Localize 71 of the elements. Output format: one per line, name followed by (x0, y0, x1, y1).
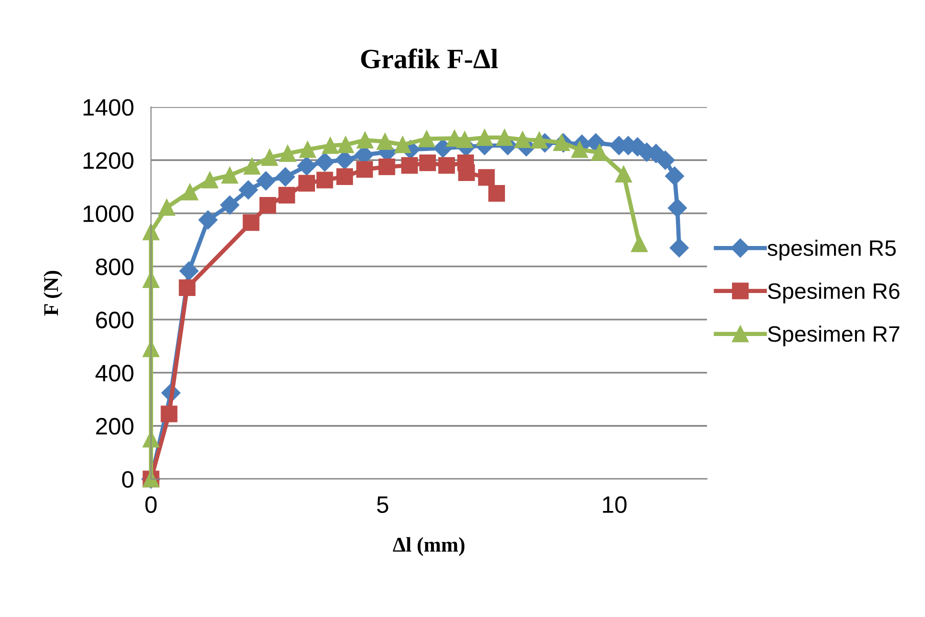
point (322, 137, 339, 154)
point (259, 196, 276, 214)
point (456, 131, 474, 148)
point (530, 132, 548, 149)
point (244, 158, 260, 175)
point (553, 134, 570, 151)
legend-label: Spesimen R6 (768, 282, 900, 304)
point (158, 199, 176, 216)
point (179, 261, 199, 280)
point (242, 214, 260, 231)
point (438, 157, 455, 174)
point (337, 136, 354, 154)
point (665, 166, 684, 186)
point (279, 145, 296, 162)
point (615, 166, 632, 183)
point (298, 174, 316, 192)
point (478, 169, 495, 186)
point (315, 152, 334, 172)
x-tick-label: 5 (377, 496, 388, 514)
y-tick-label: 600 (96, 312, 134, 328)
point (394, 136, 411, 154)
point (198, 210, 218, 230)
x-axis-title: Δl (mm) (392, 537, 464, 556)
point (631, 236, 648, 252)
point (182, 184, 198, 200)
legend-label: spesimen R5 (768, 240, 896, 260)
point (433, 138, 452, 158)
chart-title: Grafik F-Δl (361, 48, 498, 68)
y-tick-label: 0 (122, 471, 134, 488)
point (668, 198, 687, 218)
point (316, 172, 334, 188)
point (514, 131, 531, 148)
point (458, 164, 475, 181)
point (202, 172, 218, 188)
point (297, 156, 316, 176)
y-axis-title: F (N) (43, 270, 62, 316)
point (142, 224, 160, 240)
point (356, 132, 374, 149)
point (278, 186, 296, 204)
y-tick-label: 200 (96, 418, 134, 435)
point (571, 141, 588, 158)
point (220, 196, 240, 215)
x-tick-label: 0 (145, 496, 157, 514)
point (656, 150, 675, 170)
point (336, 168, 354, 185)
point (221, 166, 238, 184)
point (496, 129, 513, 146)
y-tick-label: 400 (95, 364, 134, 382)
point (401, 157, 418, 174)
y-tick-label: 1000 (84, 205, 134, 222)
x-tick-label: 10 (603, 496, 627, 514)
point (488, 185, 505, 202)
y-tick-label: 1400 (84, 99, 134, 116)
point (418, 130, 436, 148)
y-tick-label: 1200 (84, 152, 134, 169)
point (276, 167, 295, 186)
point (178, 279, 196, 296)
point (160, 406, 178, 422)
point (261, 149, 278, 166)
point (256, 171, 276, 190)
point (670, 238, 689, 258)
point (378, 158, 396, 176)
point (591, 144, 608, 161)
point (476, 129, 493, 146)
point (419, 154, 436, 172)
point (356, 161, 373, 178)
y-tick-label: 800 (96, 258, 134, 276)
point (299, 141, 316, 158)
point (376, 133, 394, 150)
legend-label: Spesimen R7 (768, 326, 900, 346)
point (238, 180, 258, 200)
